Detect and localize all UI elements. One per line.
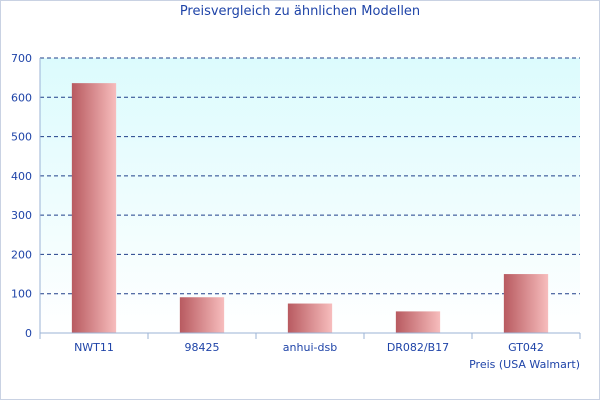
y-tick-label: 600 bbox=[11, 91, 32, 104]
y-tick-label: 700 bbox=[11, 52, 32, 65]
grid-lines bbox=[40, 57, 580, 295]
x-tick-label: anhui-dsb bbox=[283, 341, 337, 354]
bar-gt042 bbox=[503, 274, 549, 333]
y-tick-label: 100 bbox=[11, 288, 32, 301]
series-label: Preis (USA Walmart) bbox=[469, 358, 580, 371]
y-tick-label: 400 bbox=[11, 170, 32, 183]
plot-area bbox=[40, 58, 580, 333]
bars bbox=[71, 83, 549, 334]
axes bbox=[39, 58, 581, 339]
y-tick-labels: 0 100 200 300 400 500 600 700 bbox=[11, 52, 32, 340]
x-tick-label: 98425 bbox=[185, 341, 220, 354]
bar-anhui-dsb bbox=[287, 303, 333, 333]
x-tick-labels: NWT11 98425 anhui-dsb DR082/B17 GT042 bbox=[74, 341, 544, 354]
bar-98425 bbox=[179, 297, 225, 333]
bar-dr082-b17 bbox=[395, 311, 441, 333]
y-tick-label: 500 bbox=[11, 131, 32, 144]
y-tick-label: 300 bbox=[11, 209, 32, 222]
y-tick-label: 200 bbox=[11, 248, 32, 261]
x-tick-label: DR082/B17 bbox=[387, 341, 449, 354]
x-tick-label: GT042 bbox=[508, 341, 544, 354]
chart-title: Preisvergleich zu ähnlichen Modellen bbox=[179, 4, 421, 19]
bar-nwt11 bbox=[71, 83, 117, 334]
y-tick-label: 0 bbox=[25, 327, 32, 340]
x-tick-label: NWT11 bbox=[74, 341, 114, 354]
